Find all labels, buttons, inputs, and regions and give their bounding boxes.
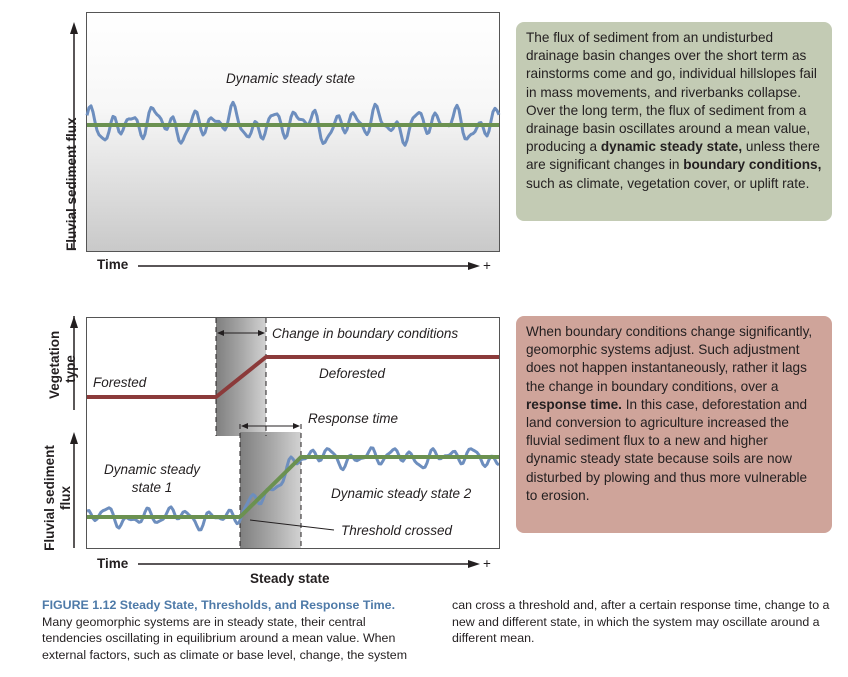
box2-seg-2: In this case, deforestation and land con… (526, 396, 808, 503)
bottom-x-axis-plus: + (483, 556, 491, 571)
box1-seg-4: such as climate, vegetation cover, or up… (526, 175, 810, 191)
box1-seg-0: The flux of sediment from an undisturbed… (526, 30, 817, 155)
vegetation-type-axis-label: Vegetation type (47, 329, 81, 409)
bottom-x-axis-label: Time (97, 556, 129, 571)
response-time-label: Response time (308, 411, 399, 426)
bottom-y-axis-vegetation-arrowhead (70, 316, 78, 328)
change-bracket-arrow-left (217, 330, 224, 336)
box1-seg-3: boundary conditions, (683, 157, 822, 173)
top-x-axis-plus: + (483, 258, 491, 273)
forested-label: Forested (93, 375, 147, 390)
top-x-axis-label: Time (97, 257, 129, 272)
top-curve-label: Dynamic steady state (226, 71, 356, 86)
vegetation-line (87, 355, 499, 399)
bottom-y-axis-flux-arrowhead (70, 432, 78, 444)
vegetation-type-text: Vegetation type (47, 330, 78, 399)
bottom-flux-text: Fluvial sediment flux (42, 445, 73, 551)
box1-seg-2: unless there are significant changes in (526, 139, 820, 173)
bottom-mean-line (87, 455, 499, 519)
bottom-plot-area (86, 317, 500, 549)
response-bracket-arrow-right (293, 423, 300, 429)
box2-seg-0: When boundary conditions change signific… (526, 324, 813, 394)
bottom-flux-fluctuation (86, 446, 500, 532)
steady-state-1-text: Dynamic steady state 1 (103, 462, 201, 495)
response-time-explanation-box: When boundary conditions change signific… (516, 316, 832, 533)
top-y-axis-label: Fluvial sediment flux (64, 117, 79, 251)
top-y-axis-arrowhead (70, 22, 78, 34)
bottom-flux-axis-label: Fluvial sediment flux (42, 436, 76, 560)
response-bracket-arrow-left (241, 423, 248, 429)
steady-state-1-label: Dynamic steady state 1 (92, 461, 212, 497)
figure-caption-body-right: can cross a threshold and, after a certa… (452, 598, 830, 645)
figure-caption-title: FIGURE 1.12 Steady State, Thresholds, an… (42, 598, 396, 612)
top-flux-fluctuation (85, 100, 501, 147)
deforested-label: Deforested (319, 366, 386, 381)
figure-caption-right: can cross a threshold and, after a certa… (452, 597, 832, 647)
change-bracket-arrow-right (258, 330, 265, 336)
steady-state-explanation-box: The flux of sediment from an undisturbed… (516, 22, 832, 221)
figure-caption-body-left: Many geomorphic systems are in steady st… (42, 614, 408, 662)
box1-seg-1: dynamic steady state, (600, 139, 743, 155)
steady-state-2-label: Dynamic steady state 2 (331, 486, 472, 501)
box2-seg-1: response time. (526, 396, 622, 412)
steady-state-label: Steady state (250, 571, 330, 586)
threshold-crossed-label: Threshold crossed (341, 523, 453, 538)
threshold-pointer (249, 519, 335, 531)
top-plot-area (86, 12, 500, 252)
figure-caption-left: FIGURE 1.12 Steady State, Thresholds, an… (42, 597, 426, 663)
bottom-x-axis-arrowhead (468, 560, 480, 568)
change-boundary-label: Change in boundary conditions (272, 326, 459, 341)
top-x-axis-arrowhead (468, 262, 480, 270)
